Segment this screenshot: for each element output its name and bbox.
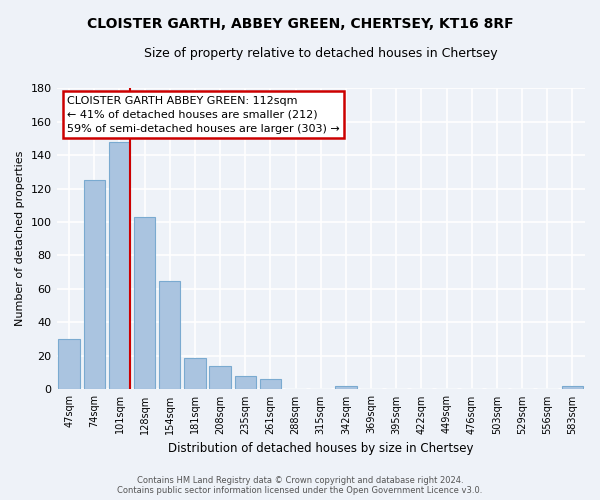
Bar xyxy=(235,376,256,390)
Bar xyxy=(562,386,583,390)
Text: CLOISTER GARTH, ABBEY GREEN, CHERTSEY, KT16 8RF: CLOISTER GARTH, ABBEY GREEN, CHERTSEY, K… xyxy=(86,18,514,32)
Bar xyxy=(109,142,130,390)
X-axis label: Distribution of detached houses by size in Chertsey: Distribution of detached houses by size … xyxy=(168,442,473,455)
Text: Contains HM Land Registry data © Crown copyright and database right 2024.
Contai: Contains HM Land Registry data © Crown c… xyxy=(118,476,482,495)
Y-axis label: Number of detached properties: Number of detached properties xyxy=(15,151,25,326)
Bar xyxy=(260,380,281,390)
Bar xyxy=(58,339,80,390)
Text: CLOISTER GARTH ABBEY GREEN: 112sqm
← 41% of detached houses are smaller (212)
59: CLOISTER GARTH ABBEY GREEN: 112sqm ← 41%… xyxy=(67,96,340,134)
Bar xyxy=(159,280,181,390)
Title: Size of property relative to detached houses in Chertsey: Size of property relative to detached ho… xyxy=(144,48,497,60)
Bar xyxy=(335,386,356,390)
Bar xyxy=(134,217,155,390)
Bar xyxy=(83,180,105,390)
Bar xyxy=(184,358,206,390)
Bar xyxy=(209,366,231,390)
